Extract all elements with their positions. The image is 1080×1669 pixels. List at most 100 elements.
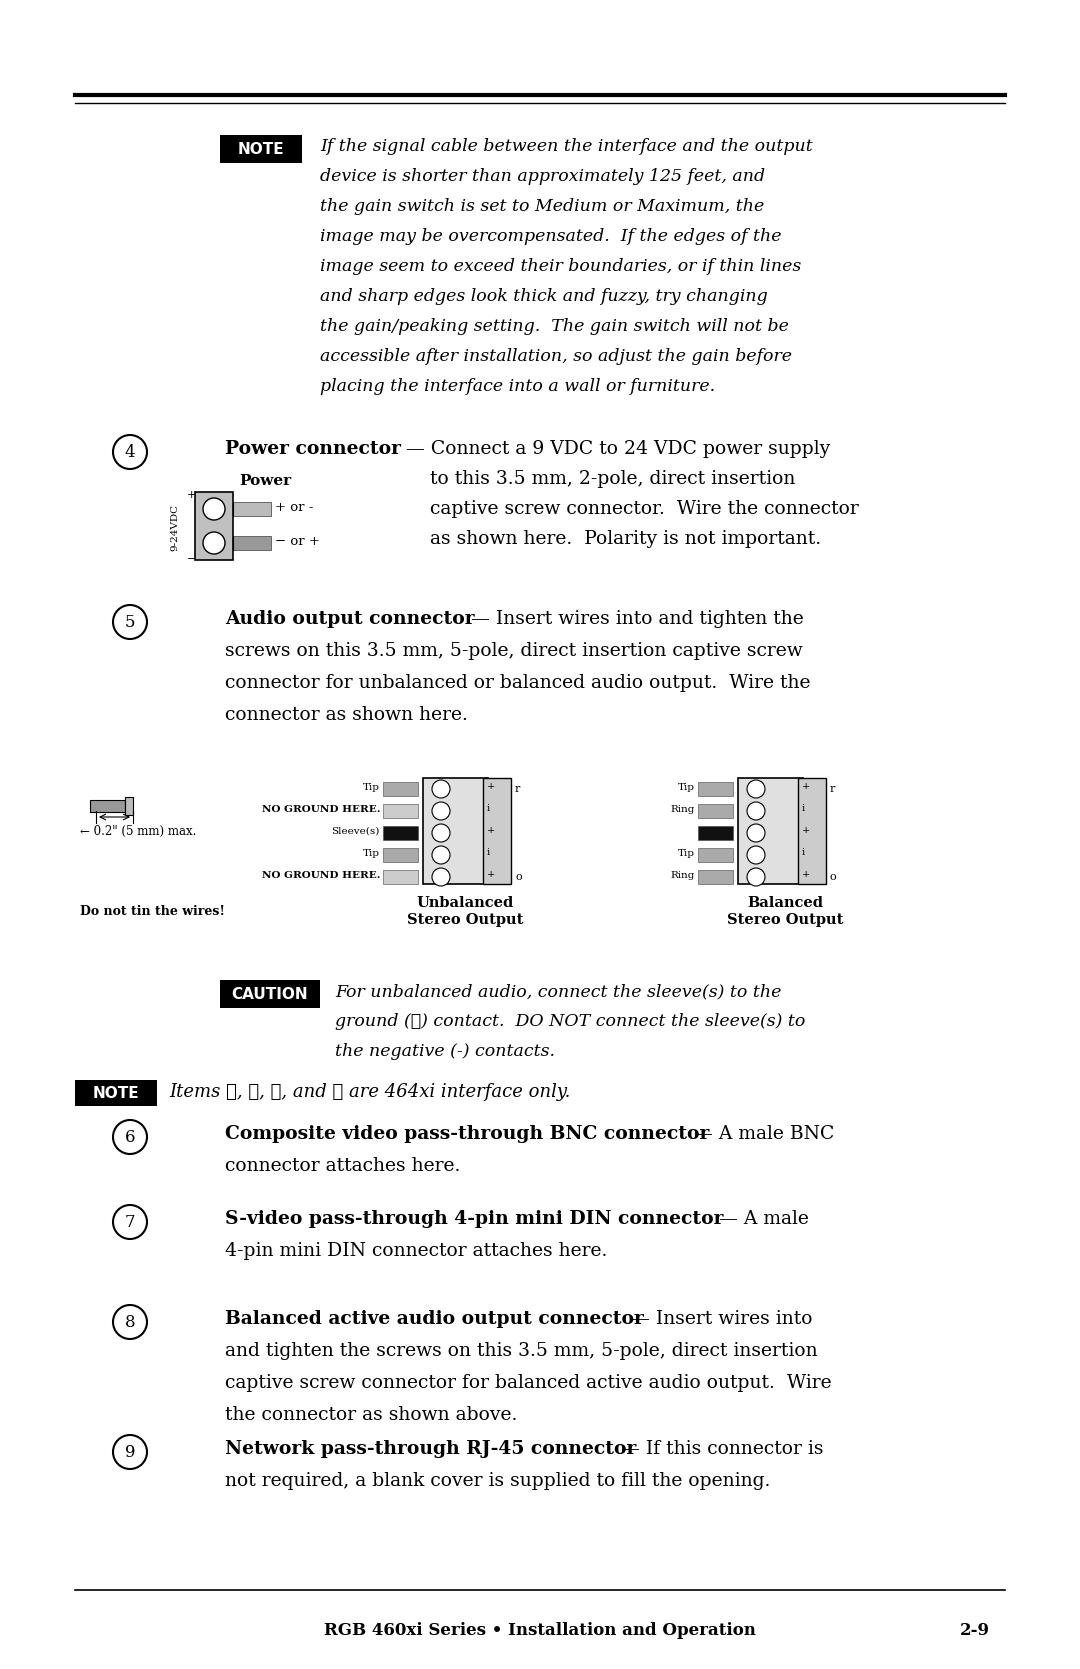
- Text: the connector as shown above.: the connector as shown above.: [225, 1405, 517, 1424]
- Text: and sharp edges look thick and fuzzy, try changing: and sharp edges look thick and fuzzy, tr…: [320, 289, 768, 305]
- Text: captive screw connector for balanced active audio output.  Wire: captive screw connector for balanced act…: [225, 1374, 832, 1392]
- Text: +: +: [187, 491, 197, 501]
- Text: + or -: + or -: [275, 501, 313, 514]
- Circle shape: [432, 846, 450, 865]
- Text: Power connector: Power connector: [225, 441, 401, 457]
- Text: — Insert wires into and tighten the: — Insert wires into and tighten the: [465, 609, 804, 628]
- Text: i: i: [487, 848, 490, 856]
- Text: +: +: [802, 870, 810, 880]
- Bar: [698, 826, 733, 840]
- Text: as shown here.  Polarity is not important.: as shown here. Polarity is not important…: [430, 531, 821, 547]
- Bar: [195, 492, 233, 561]
- Text: o: o: [831, 871, 837, 881]
- Text: Do not tin the wires!: Do not tin the wires!: [80, 905, 225, 918]
- Text: image seem to exceed their boundaries, or if thin lines: image seem to exceed their boundaries, o…: [320, 259, 801, 275]
- Text: Ring: Ring: [671, 871, 696, 880]
- Bar: [233, 502, 271, 516]
- Text: 6: 6: [125, 1128, 135, 1145]
- Text: 9: 9: [125, 1444, 135, 1460]
- Text: +: +: [802, 826, 810, 834]
- Text: placing the interface into a wall or furniture.: placing the interface into a wall or fur…: [320, 377, 715, 396]
- Text: NO GROUND HERE.: NO GROUND HERE.: [261, 871, 380, 880]
- Bar: [698, 804, 733, 818]
- Text: − or +: − or +: [275, 536, 320, 547]
- Bar: [698, 783, 733, 796]
- Text: 2-9: 2-9: [960, 1622, 990, 1639]
- Text: CAUTION: CAUTION: [232, 986, 308, 1001]
- Text: Stereo Output: Stereo Output: [407, 913, 523, 926]
- Text: r: r: [831, 784, 835, 794]
- Bar: [233, 536, 271, 551]
- Text: Unbalanced: Unbalanced: [417, 896, 514, 910]
- Circle shape: [747, 803, 765, 819]
- Bar: [383, 783, 418, 796]
- Circle shape: [432, 868, 450, 886]
- Text: the gain/peaking setting.  The gain switch will not be: the gain/peaking setting. The gain switc…: [320, 319, 788, 335]
- Text: Stereo Output: Stereo Output: [727, 913, 843, 926]
- Text: — A male: — A male: [713, 1210, 809, 1228]
- Text: the gain switch is set to Medium or Maximum, the: the gain switch is set to Medium or Maxi…: [320, 199, 765, 215]
- Text: Ring: Ring: [671, 804, 696, 814]
- Text: image may be overcompensated.  If the edges of the: image may be overcompensated. If the edg…: [320, 229, 782, 245]
- Bar: [220, 135, 302, 164]
- Text: Balanced: Balanced: [747, 896, 823, 910]
- Bar: [738, 778, 804, 885]
- Text: and tighten the screws on this 3.5 mm, 5-pole, direct insertion: and tighten the screws on this 3.5 mm, 5…: [225, 1342, 818, 1360]
- Text: i: i: [487, 804, 490, 813]
- Text: accessible after installation, so adjust the gain before: accessible after installation, so adjust…: [320, 349, 792, 366]
- Bar: [220, 980, 320, 1008]
- Text: Audio output connector: Audio output connector: [225, 609, 474, 628]
- Text: NOTE: NOTE: [93, 1085, 139, 1100]
- Circle shape: [432, 803, 450, 819]
- Circle shape: [203, 497, 225, 521]
- Text: +: +: [487, 826, 496, 834]
- Text: connector for unbalanced or balanced audio output.  Wire the: connector for unbalanced or balanced aud…: [225, 674, 810, 693]
- Text: screws on this 3.5 mm, 5-pole, direct insertion captive screw: screws on this 3.5 mm, 5-pole, direct in…: [225, 643, 802, 659]
- Text: 8: 8: [124, 1314, 135, 1330]
- Circle shape: [747, 846, 765, 865]
- Circle shape: [747, 779, 765, 798]
- Text: to this 3.5 mm, 2-pole, direct insertion: to this 3.5 mm, 2-pole, direct insertion: [430, 471, 795, 487]
- Text: o: o: [515, 871, 522, 881]
- Text: device is shorter than approximately 125 feet, and: device is shorter than approximately 125…: [320, 169, 765, 185]
- Text: i: i: [802, 848, 805, 856]
- Text: ground (⏚) contact.  DO NOT connect the sleeve(s) to: ground (⏚) contact. DO NOT connect the s…: [335, 1013, 806, 1030]
- Text: connector attaches here.: connector attaches here.: [225, 1157, 460, 1175]
- Text: 7: 7: [124, 1213, 135, 1230]
- Bar: [698, 870, 733, 885]
- Bar: [698, 848, 733, 861]
- Text: not required, a blank cover is supplied to fill the opening.: not required, a blank cover is supplied …: [225, 1472, 770, 1490]
- Bar: [75, 1080, 157, 1107]
- Text: If the signal cable between the interface and the output: If the signal cable between the interfac…: [320, 139, 813, 155]
- Text: Power: Power: [239, 474, 292, 487]
- Text: NO GROUND HERE.: NO GROUND HERE.: [261, 804, 380, 814]
- Text: Tip: Tip: [678, 850, 696, 858]
- Text: Balanced active audio output connector: Balanced active audio output connector: [225, 1310, 644, 1329]
- Text: Tip: Tip: [363, 783, 380, 793]
- Text: 9-24VDC: 9-24VDC: [171, 504, 179, 551]
- Text: +: +: [487, 870, 496, 880]
- Text: NOTE: NOTE: [238, 142, 284, 157]
- Circle shape: [203, 532, 225, 554]
- Text: 4-pin mini DIN connector attaches here.: 4-pin mini DIN connector attaches here.: [225, 1242, 607, 1260]
- Circle shape: [747, 868, 765, 886]
- Circle shape: [747, 824, 765, 841]
- Bar: [798, 778, 826, 885]
- Bar: [125, 798, 133, 814]
- Text: ← 0.2" (5 mm) max.: ← 0.2" (5 mm) max.: [80, 824, 197, 838]
- Circle shape: [432, 824, 450, 841]
- Text: 4: 4: [124, 444, 135, 461]
- Text: +: +: [802, 783, 810, 791]
- Text: Tip: Tip: [678, 783, 696, 793]
- Text: — If this connector is: — If this connector is: [615, 1440, 824, 1459]
- Bar: [383, 848, 418, 861]
- Text: +: +: [487, 783, 496, 791]
- Text: captive screw connector.  Wire the connector: captive screw connector. Wire the connec…: [430, 501, 859, 517]
- Text: For unbalanced audio, connect the sleeve(s) to the: For unbalanced audio, connect the sleeve…: [335, 983, 781, 1000]
- Bar: [383, 804, 418, 818]
- Text: — Insert wires into: — Insert wires into: [625, 1310, 812, 1329]
- Bar: [90, 799, 125, 813]
- Text: S-video pass-through 4-pin mini DIN connector: S-video pass-through 4-pin mini DIN conn…: [225, 1210, 724, 1228]
- Text: the negative (-) contacts.: the negative (-) contacts.: [335, 1043, 555, 1060]
- Text: i: i: [802, 804, 805, 813]
